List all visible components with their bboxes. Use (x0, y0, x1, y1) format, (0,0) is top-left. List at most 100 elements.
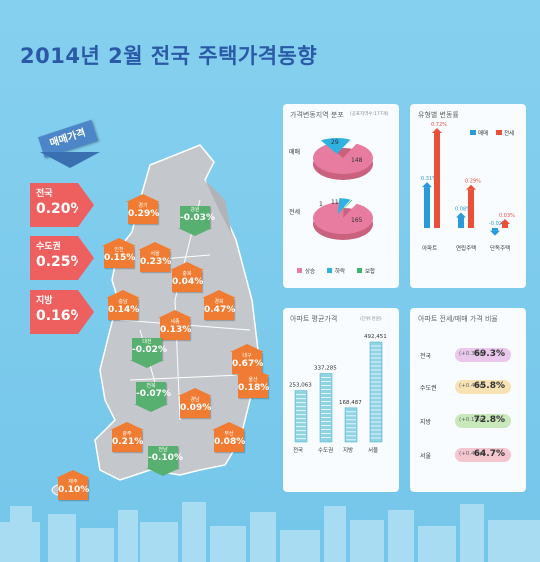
price-tower (369, 341, 383, 443)
region-value: 0.08% (214, 437, 246, 447)
type-bar (502, 224, 508, 228)
type-bar-arrow (490, 230, 500, 236)
price-tower (344, 407, 358, 443)
pie-slice (337, 198, 351, 215)
region-name: 서울 (150, 251, 160, 257)
price-value: 492,451 (364, 334, 387, 340)
region-marker: 전북 -0.07% (134, 382, 171, 412)
region-name: 전남 (158, 447, 168, 453)
region-value: 0.67% (232, 359, 264, 369)
price-value: 253,063 (289, 383, 312, 389)
type-bar-arrow (466, 184, 476, 190)
pie-slice (313, 202, 373, 234)
region-value: -0.02% (132, 345, 167, 355)
page-title: 2014년 2월 전국 주택가격동향 (20, 44, 318, 68)
region-name: 울산 (248, 377, 258, 383)
summary-0: 전국 0.20% (30, 183, 94, 227)
region-marker: 충북 0.04% (170, 262, 204, 292)
ratio-category: 수도권 (420, 385, 437, 392)
summary-label: 전국 (36, 189, 53, 199)
price-category: 수도권 (318, 446, 333, 454)
pie-title: 가격변동지역 분포 (290, 111, 344, 119)
legend-swatch (470, 130, 476, 135)
type-bar-arrow (422, 182, 432, 188)
ratio-change: (+0.4%p) (459, 383, 486, 389)
legend-swatch (297, 268, 302, 273)
pie-name: 매매 (289, 148, 300, 156)
region-value: 0.29% (128, 209, 160, 219)
price-category: 전국 (293, 446, 303, 454)
pie-label: 165 (351, 217, 363, 224)
type-bar (458, 217, 464, 228)
region-name: 충남 (118, 299, 128, 305)
ratio-bar: (+0.1%p) 72.8% (455, 414, 511, 428)
region-name: 인천 (114, 247, 124, 253)
type-category: 아파트 (422, 244, 437, 252)
type-bar (492, 228, 498, 231)
region-name: 경남 (190, 397, 200, 403)
pie-label: 148 (351, 157, 363, 164)
ratio-change: (+0.4%p) (459, 451, 486, 457)
pie-name: 전세 (289, 208, 300, 216)
pie-slice (338, 199, 353, 215)
ratio-bar: (+0.4%p) 64.7% (455, 448, 511, 462)
type-bar (468, 189, 474, 228)
region-value: 0.47% (204, 305, 236, 315)
legend-swatch (357, 268, 362, 273)
region-marker: 서울 0.23% (138, 242, 172, 272)
avg-note: (단위:천원) (360, 317, 382, 322)
region-value: 0.09% (180, 403, 212, 413)
ratio-change: (+0.3%p) (459, 351, 486, 357)
summary-value: 0.16% (36, 308, 85, 324)
region-marker: 경기 0.29% (126, 194, 160, 224)
region-marker: 세종 0.13% (158, 310, 192, 340)
type-title: 유형별 변동률 (418, 111, 459, 119)
region-name: 제주 (68, 479, 78, 485)
type-value: 0.08% (455, 206, 471, 212)
type-value: 0.03% (499, 213, 515, 219)
price-value: 337,285 (314, 366, 337, 372)
panel-ratio (410, 308, 526, 492)
type-bar-arrow (500, 219, 510, 225)
price-category: 서울 (368, 446, 378, 454)
city-skyline (0, 502, 540, 562)
legend-label: 하락 (335, 267, 345, 275)
type-value: 0.31% (421, 176, 437, 182)
region-name: 충북 (182, 271, 192, 277)
type-value: 0.29% (465, 179, 481, 185)
ratio-bar: (+0.3%p) 69.3% (455, 348, 511, 362)
region-marker: 경북 0.47% (202, 290, 236, 320)
region-marker: 제주 0.10% (56, 470, 90, 500)
region-marker: 부산 0.08% (212, 422, 246, 452)
legend-swatch (327, 268, 332, 273)
summary-label: 지방 (36, 296, 53, 306)
region-marker: 강원 -0.03% (178, 206, 215, 236)
pie-label: 11 (331, 199, 339, 206)
pie-note: (공표지역수:177개) (350, 112, 389, 117)
region-name: 전북 (146, 383, 156, 389)
legend-label: 전세 (504, 129, 514, 137)
type-bar (424, 187, 430, 228)
region-value: 0.14% (108, 305, 140, 315)
region-marker: 울산 0.18% (236, 368, 270, 398)
ratio-value: 65.8% (473, 381, 505, 391)
type-value: -0.02% (489, 221, 507, 227)
ratio-category: 서울 (420, 453, 432, 460)
ratio-change: (+0.1%p) (459, 417, 486, 423)
region-value: 0.21% (112, 437, 144, 447)
ratio-value: 64.7% (473, 449, 505, 459)
region-name: 세종 (170, 319, 180, 325)
region-marker: 충남 0.14% (106, 290, 140, 320)
panel-distribution (283, 104, 399, 288)
legend-label: 보합 (365, 267, 375, 275)
region-value: -0.10% (148, 453, 183, 463)
region-value: -0.07% (136, 389, 171, 399)
region-name: 대구 (242, 353, 252, 359)
legend-label: 매매 (478, 129, 488, 137)
type-category: 단독주택 (490, 244, 510, 252)
pie-label: 1 (319, 201, 323, 208)
region-value: 0.23% (140, 257, 172, 267)
region-value: 0.10% (58, 485, 90, 495)
price-value: 168,487 (339, 400, 362, 406)
